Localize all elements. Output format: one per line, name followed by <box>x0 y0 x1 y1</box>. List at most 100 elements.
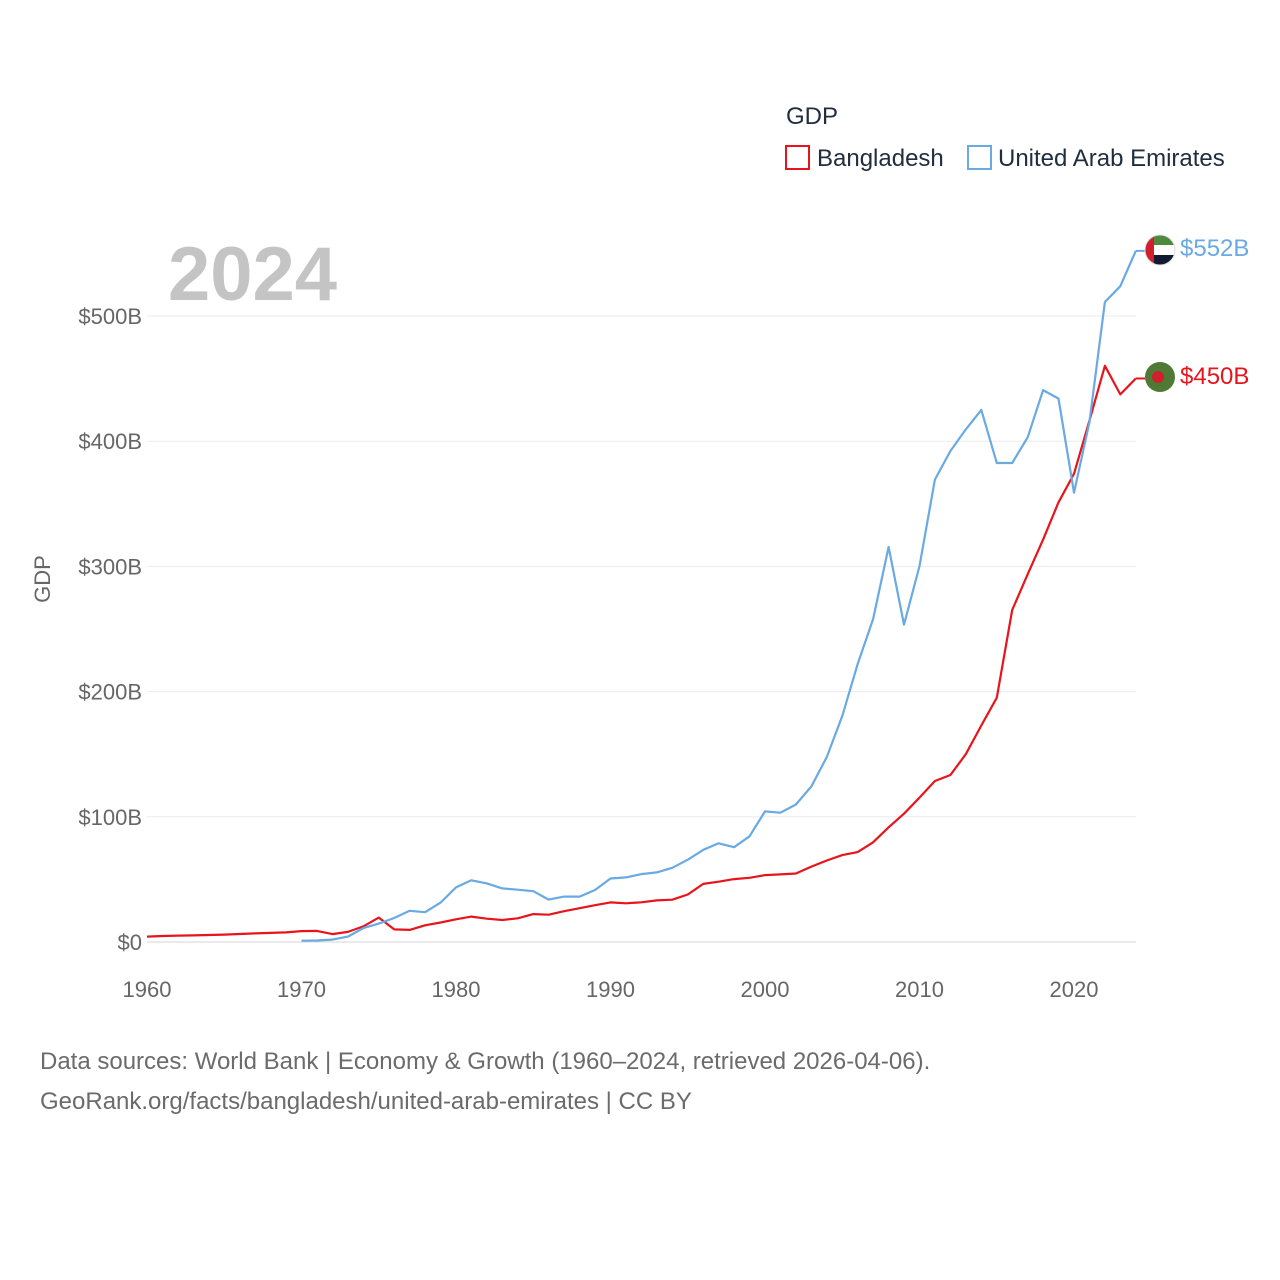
data-point-bangladesh[interactable] <box>653 896 661 904</box>
data-point-bangladesh[interactable] <box>498 916 506 924</box>
data-point-united-arab-emirates[interactable] <box>359 924 367 932</box>
data-point-united-arab-emirates[interactable] <box>560 893 568 901</box>
data-point-bangladesh[interactable] <box>545 911 553 919</box>
data-point-united-arab-emirates[interactable] <box>1024 433 1032 441</box>
data-point-united-arab-emirates[interactable] <box>406 907 414 915</box>
data-point-united-arab-emirates[interactable] <box>668 864 676 872</box>
data-point-united-arab-emirates[interactable] <box>545 896 553 904</box>
data-point-united-arab-emirates[interactable] <box>1116 282 1124 290</box>
data-point-united-arab-emirates[interactable] <box>298 937 306 945</box>
data-point-united-arab-emirates[interactable] <box>807 782 815 790</box>
data-point-united-arab-emirates[interactable] <box>699 846 707 854</box>
data-point-united-arab-emirates[interactable] <box>421 908 429 916</box>
data-point-united-arab-emirates[interactable] <box>591 886 599 894</box>
data-point-bangladesh[interactable] <box>174 932 182 940</box>
data-point-united-arab-emirates[interactable] <box>684 856 692 864</box>
data-point-united-arab-emirates[interactable] <box>1039 386 1047 394</box>
data-point-bangladesh[interactable] <box>421 921 429 929</box>
data-point-united-arab-emirates[interactable] <box>344 933 352 941</box>
data-point-bangladesh[interactable] <box>251 929 259 937</box>
data-point-united-arab-emirates[interactable] <box>715 839 723 847</box>
data-point-united-arab-emirates[interactable] <box>452 883 460 891</box>
data-point-bangladesh[interactable] <box>869 838 877 846</box>
data-point-bangladesh[interactable] <box>406 926 414 934</box>
legend-swatch-united-arab-emirates[interactable] <box>967 145 992 170</box>
data-point-bangladesh[interactable] <box>607 898 615 906</box>
legend-label-bangladesh[interactable]: Bangladesh <box>817 145 944 172</box>
data-point-united-arab-emirates[interactable] <box>529 887 537 895</box>
data-point-united-arab-emirates[interactable] <box>637 870 645 878</box>
data-point-bangladesh[interactable] <box>761 871 769 879</box>
data-point-bangladesh[interactable] <box>684 891 692 899</box>
data-point-bangladesh[interactable] <box>189 931 197 939</box>
data-point-united-arab-emirates[interactable] <box>993 459 1001 467</box>
data-point-united-arab-emirates[interactable] <box>514 886 522 894</box>
data-point-bangladesh[interactable] <box>1101 362 1109 370</box>
data-point-united-arab-emirates[interactable] <box>313 937 321 945</box>
series-line-bangladesh[interactable] <box>146 364 1137 938</box>
data-point-bangladesh[interactable] <box>560 907 568 915</box>
data-point-united-arab-emirates[interactable] <box>792 801 800 809</box>
data-point-bangladesh[interactable] <box>158 932 166 940</box>
data-point-bangladesh[interactable] <box>962 750 970 758</box>
data-point-united-arab-emirates[interactable] <box>730 843 738 851</box>
data-point-bangladesh[interactable] <box>916 794 924 802</box>
data-point-bangladesh[interactable] <box>854 848 862 856</box>
data-point-united-arab-emirates[interactable] <box>776 809 784 817</box>
data-point-united-arab-emirates[interactable] <box>916 562 924 570</box>
data-point-bangladesh[interactable] <box>1116 390 1124 398</box>
data-point-bangladesh[interactable] <box>576 904 584 912</box>
data-point-bangladesh[interactable] <box>668 896 676 904</box>
data-point-united-arab-emirates[interactable] <box>1101 298 1109 306</box>
data-point-united-arab-emirates[interactable] <box>653 868 661 876</box>
data-point-bangladesh[interactable] <box>946 771 954 779</box>
data-point-united-arab-emirates[interactable] <box>375 920 383 928</box>
data-point-bangladesh[interactable] <box>622 899 630 907</box>
data-point-bangladesh[interactable] <box>699 880 707 888</box>
data-point-united-arab-emirates[interactable] <box>946 447 954 455</box>
data-point-bangladesh[interactable] <box>529 910 537 918</box>
data-point-united-arab-emirates[interactable] <box>854 660 862 668</box>
data-point-united-arab-emirates[interactable] <box>962 425 970 433</box>
data-point-united-arab-emirates[interactable] <box>761 807 769 815</box>
data-point-united-arab-emirates[interactable] <box>977 406 985 414</box>
legend-label-united-arab-emirates[interactable]: United Arab Emirates <box>998 145 1225 172</box>
data-point-united-arab-emirates[interactable] <box>1070 489 1078 497</box>
data-point-bangladesh[interactable] <box>776 870 784 878</box>
data-point-bangladesh[interactable] <box>993 694 1001 702</box>
data-point-bangladesh[interactable] <box>267 929 275 937</box>
data-point-bangladesh[interactable] <box>143 933 151 941</box>
data-point-united-arab-emirates[interactable] <box>328 936 336 944</box>
data-point-united-arab-emirates[interactable] <box>1085 418 1093 426</box>
data-point-bangladesh[interactable] <box>1055 498 1063 506</box>
data-point-bangladesh[interactable] <box>792 870 800 878</box>
data-point-united-arab-emirates[interactable] <box>746 832 754 840</box>
data-point-bangladesh[interactable] <box>637 898 645 906</box>
data-point-bangladesh[interactable] <box>838 851 846 859</box>
data-point-united-arab-emirates[interactable] <box>483 879 491 887</box>
data-point-bangladesh[interactable] <box>1024 570 1032 578</box>
data-point-bangladesh[interactable] <box>1039 536 1047 544</box>
data-point-bangladesh[interactable] <box>885 823 893 831</box>
data-point-bangladesh[interactable] <box>823 857 831 865</box>
data-point-bangladesh[interactable] <box>236 930 244 938</box>
data-point-bangladesh[interactable] <box>437 919 445 927</box>
data-point-bangladesh[interactable] <box>514 914 522 922</box>
data-point-united-arab-emirates[interactable] <box>1055 395 1063 403</box>
data-point-bangladesh[interactable] <box>313 927 321 935</box>
data-point-united-arab-emirates[interactable] <box>622 873 630 881</box>
data-point-bangladesh[interactable] <box>730 875 738 883</box>
data-point-united-arab-emirates[interactable] <box>437 899 445 907</box>
data-point-bangladesh[interactable] <box>205 931 213 939</box>
data-point-bangladesh[interactable] <box>282 928 290 936</box>
data-point-bangladesh[interactable] <box>220 931 228 939</box>
data-point-united-arab-emirates[interactable] <box>885 543 893 551</box>
data-point-united-arab-emirates[interactable] <box>931 476 939 484</box>
data-point-bangladesh[interactable] <box>807 863 815 871</box>
data-point-bangladesh[interactable] <box>1008 606 1016 614</box>
data-point-united-arab-emirates[interactable] <box>498 884 506 892</box>
data-point-united-arab-emirates[interactable] <box>607 875 615 883</box>
data-point-bangladesh[interactable] <box>467 913 475 921</box>
data-point-bangladesh[interactable] <box>591 901 599 909</box>
legend-swatch-bangladesh[interactable] <box>785 145 810 170</box>
